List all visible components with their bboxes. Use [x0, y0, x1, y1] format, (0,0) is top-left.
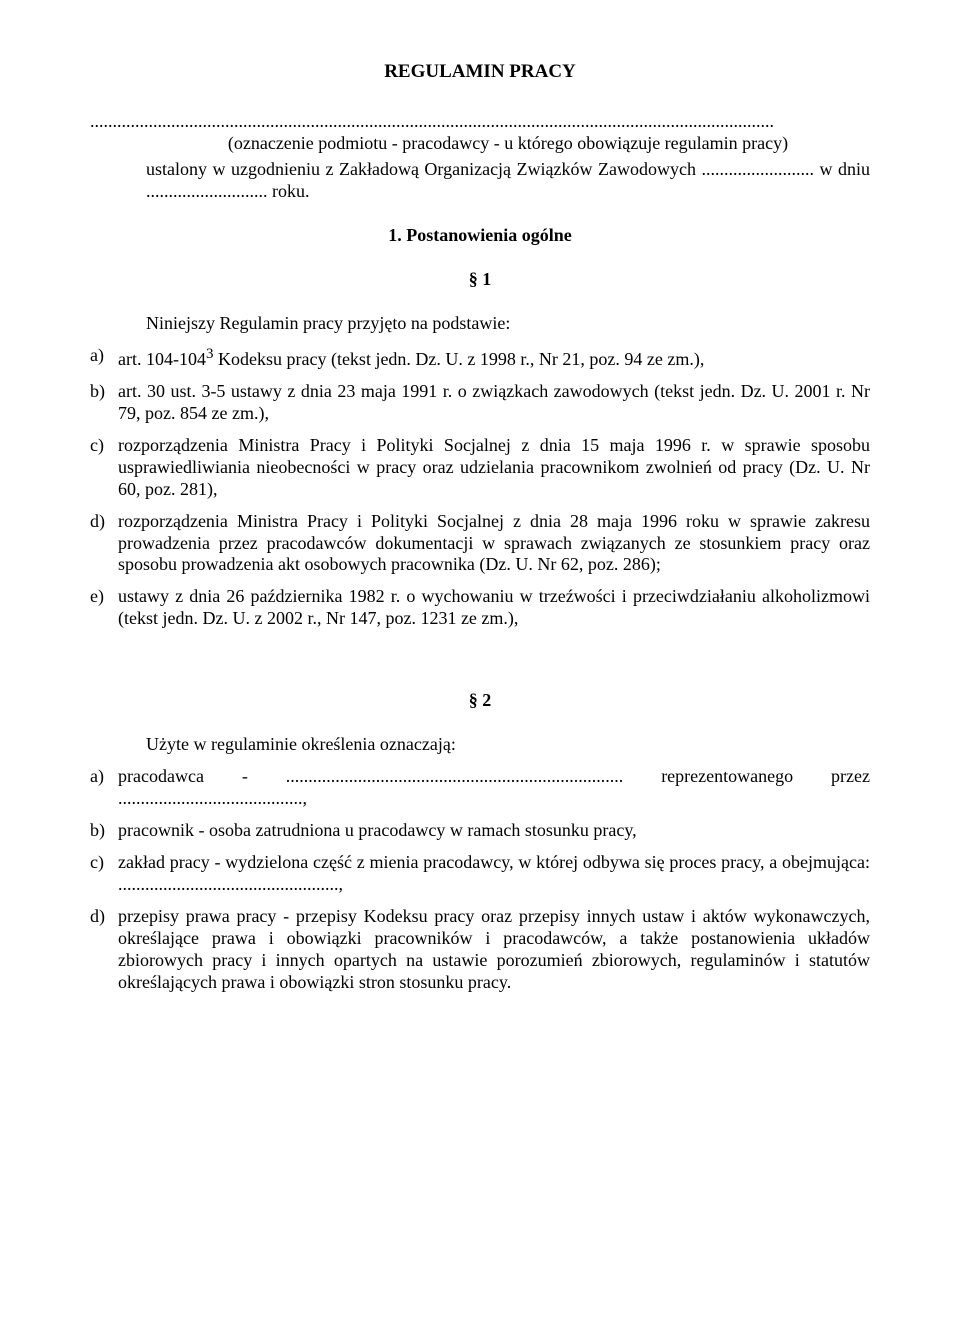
list-item-marker: e): [90, 586, 118, 630]
document-title: REGULAMIN PRACY: [90, 60, 870, 83]
list-item-marker: b): [90, 381, 118, 425]
document-page: REGULAMIN PRACY ........................…: [0, 0, 960, 1341]
list-item: c)rozporządzenia Ministra Pracy i Polity…: [90, 435, 870, 501]
chapter-heading: 1. Postanowienia ogólne: [90, 225, 870, 247]
list-item-marker: c): [90, 852, 118, 896]
section2-lead: Użyte w regulaminie określenia oznaczają…: [146, 734, 870, 756]
preamble-block: (oznaczenie podmiotu - pracodawcy - u kt…: [146, 133, 870, 203]
list-item: d)przepisy prawa pracy - przepisy Kodeks…: [90, 906, 870, 994]
list-item-body: ustawy z dnia 26 października 1982 r. o …: [118, 586, 870, 630]
section1-lead: Niniejszy Regulamin pracy przyjęto na po…: [146, 313, 870, 335]
list-item-body: rozporządzenia Ministra Pracy i Polityki…: [118, 435, 870, 501]
list-item: c)zakład pracy - wydzielona część z mien…: [90, 852, 870, 896]
section2-list: a)pracodawca - .........................…: [90, 766, 870, 994]
preamble-text: ustalony w uzgodnieniu z Zakładową Organ…: [146, 159, 870, 203]
list-item-body: pracownik - osoba zatrudniona u pracodaw…: [118, 820, 870, 842]
list-item: a)pracodawca - .........................…: [90, 766, 870, 810]
list-item-marker: d): [90, 906, 118, 994]
list-item-marker: a): [90, 345, 118, 371]
list-item: b)art. 30 ust. 3-5 ustawy z dnia 23 maja…: [90, 381, 870, 425]
dotted-fill-line: ........................................…: [90, 111, 870, 133]
list-item-marker: b): [90, 820, 118, 842]
section-symbol-2: § 2: [90, 690, 870, 712]
list-item-body: art. 30 ust. 3-5 ustawy z dnia 23 maja 1…: [118, 381, 870, 425]
list-item-body: rozporządzenia Ministra Pracy i Polityki…: [118, 511, 870, 577]
list-item-marker: d): [90, 511, 118, 577]
list-item-marker: c): [90, 435, 118, 501]
list-item: b)pracownik - osoba zatrudniona u pracod…: [90, 820, 870, 842]
list-item: e)ustawy z dnia 26 października 1982 r. …: [90, 586, 870, 630]
spacer: [90, 640, 870, 680]
list-item-body: zakład pracy - wydzielona część z mienia…: [118, 852, 870, 896]
preamble-note: (oznaczenie podmiotu - pracodawcy - u kt…: [146, 133, 870, 155]
section1-list: a)art. 104-1043 Kodeksu pracy (tekst jed…: [90, 345, 870, 630]
list-item-body: pracodawca - ...........................…: [118, 766, 870, 810]
section-symbol-1: § 1: [90, 269, 870, 291]
list-item-marker: a): [90, 766, 118, 810]
list-item-body: art. 104-1043 Kodeksu pracy (tekst jedn.…: [118, 345, 870, 371]
list-item-body: przepisy prawa pracy - przepisy Kodeksu …: [118, 906, 870, 994]
list-item: a)art. 104-1043 Kodeksu pracy (tekst jed…: [90, 345, 870, 371]
list-item: d)rozporządzenia Ministra Pracy i Polity…: [90, 511, 870, 577]
